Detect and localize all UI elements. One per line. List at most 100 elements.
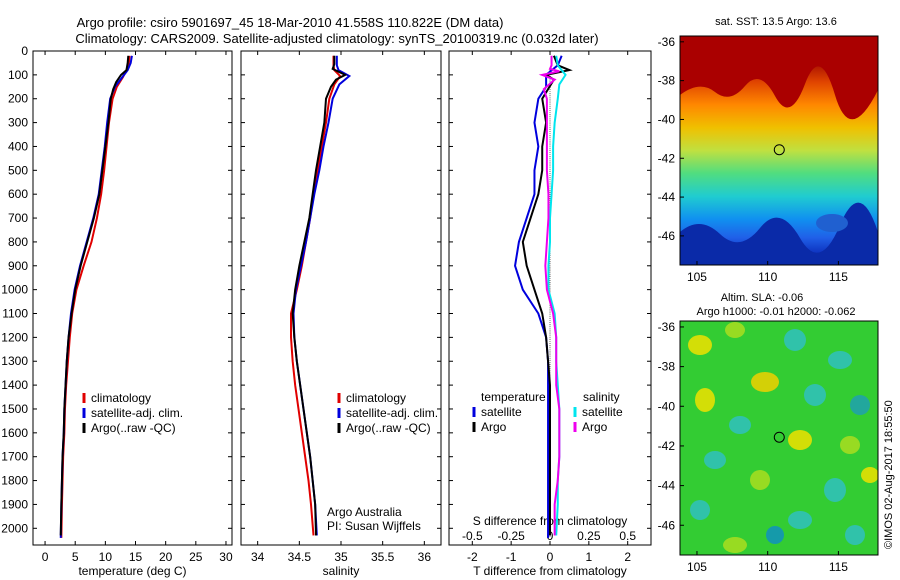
top-tick-label: 0.25 bbox=[577, 529, 601, 543]
header-line1: Argo profile: csiro 5901697_45 18-Mar-20… bbox=[77, 15, 504, 30]
legend-title-temperature: temperature bbox=[481, 390, 546, 404]
legend-entry: satellite-adj. clim. bbox=[346, 406, 438, 420]
x-tick-label: 30 bbox=[219, 550, 233, 564]
sla-anomaly-blob bbox=[804, 384, 826, 406]
panel-frame bbox=[240, 50, 442, 546]
x-tick-label: 10 bbox=[99, 550, 113, 564]
sst-argo-marker bbox=[773, 144, 785, 156]
legend-entry: Argo(..raw -QC) bbox=[91, 421, 176, 435]
depth-tick-label: 1200 bbox=[1, 330, 28, 344]
sla-map: Altim. SLA: -0.06 Argo h1000: -0.01 h200… bbox=[658, 292, 879, 574]
legend-entry: satellite bbox=[582, 405, 623, 419]
copyright-stamp: ©IMOS 02-Aug-2017 18:55:50 bbox=[883, 400, 895, 549]
top-tick-label: 0 bbox=[547, 529, 554, 543]
x-tick-label: 34.5 bbox=[288, 550, 312, 564]
legend-title-salinity: salinity bbox=[583, 390, 620, 404]
x-tick-label: -1 bbox=[506, 550, 517, 564]
sla-anomaly-blob bbox=[690, 500, 710, 520]
series-line-s-satellite bbox=[547, 55, 567, 536]
legend-entry: satellite-adj. clim. bbox=[91, 406, 183, 420]
sla-anomaly-blob bbox=[824, 478, 846, 502]
x-axis-label: temperature (deg C) bbox=[78, 564, 186, 578]
series-line-argo-raw-qc- bbox=[291, 55, 348, 536]
series-line-s-argo bbox=[538, 55, 561, 536]
sst-cold-pool bbox=[680, 202, 878, 265]
map-y-tick-label: -42 bbox=[658, 439, 676, 453]
x-tick-label: 36 bbox=[418, 550, 432, 564]
depth-tick-label: 900 bbox=[8, 259, 28, 273]
sla-map-title-line1: Altim. SLA: -0.06 bbox=[721, 292, 804, 304]
sla-anomaly-blob bbox=[725, 322, 745, 338]
series-line-t-satellite bbox=[514, 55, 563, 538]
map-y-tick-label: -38 bbox=[658, 360, 676, 374]
sla-anomaly-blob bbox=[828, 351, 852, 369]
map-y-tick-label: -42 bbox=[658, 151, 676, 165]
map-y-tick-label: -46 bbox=[658, 229, 676, 243]
depth-tick-label: 200 bbox=[8, 92, 28, 106]
sla-map-title-line2: Argo h1000: -0.01 h2000: -0.062 bbox=[696, 306, 855, 318]
x-tick-label: 0 bbox=[547, 550, 554, 564]
sla-anomaly-blob bbox=[850, 395, 870, 415]
x-tick-label: 5 bbox=[72, 550, 79, 564]
profile-panel-salinity: 34 34.5 35 35.5 36 salinity climatologysatelli… bbox=[240, 50, 442, 578]
sla-argo-marker bbox=[773, 431, 785, 443]
x-tick-label: 34 bbox=[251, 550, 265, 564]
sst-warm-front bbox=[680, 36, 878, 120]
legend-entry: Argo(..raw -QC) bbox=[346, 421, 431, 435]
map-x-tick-label: 105 bbox=[687, 560, 707, 574]
profile-panel-temperature: 0100200300400500600700800900100011001200… bbox=[1, 44, 233, 578]
annotation-line: Argo Australia bbox=[327, 505, 402, 519]
depth-tick-label: 100 bbox=[8, 68, 28, 82]
depth-tick-label: 600 bbox=[8, 187, 28, 201]
depth-tick-label: 2000 bbox=[1, 521, 28, 535]
x-tick-label: -2 bbox=[467, 550, 478, 564]
depth-tick-label: 500 bbox=[8, 163, 28, 177]
depth-tick-label: 400 bbox=[8, 139, 28, 153]
x-axis-label: T difference from climatology bbox=[473, 564, 627, 578]
depth-tick-label: 800 bbox=[8, 235, 28, 249]
depth-tick-label: 700 bbox=[8, 211, 28, 225]
depth-tick-label: 1500 bbox=[1, 402, 28, 416]
map-y-tick-label: -44 bbox=[658, 479, 676, 493]
sla-anomaly-blob bbox=[861, 467, 878, 483]
depth-tick-label: 1100 bbox=[2, 307, 28, 321]
sla-anomaly-blob bbox=[750, 470, 770, 490]
sla-anomaly-blob bbox=[840, 436, 860, 454]
map-x-tick-label: 115 bbox=[829, 560, 848, 574]
sla-map-frame bbox=[679, 320, 879, 556]
sla-anomaly-blob bbox=[788, 430, 812, 450]
sla-anomaly-blob bbox=[695, 388, 715, 412]
sla-anomaly-blob bbox=[723, 537, 747, 553]
top-tick-label: 0.5 bbox=[619, 529, 636, 543]
map-x-tick-label: 110 bbox=[758, 270, 777, 284]
sst-eddy bbox=[816, 214, 848, 232]
legend-entry: climatology bbox=[346, 391, 406, 405]
map-y-tick-label: -38 bbox=[658, 74, 676, 88]
sst-map-frame bbox=[679, 35, 879, 266]
x-tick-label: 1 bbox=[586, 550, 593, 564]
legend-entry: Argo bbox=[481, 420, 507, 434]
x-tick-label: 25 bbox=[189, 550, 203, 564]
x-tick-label: 35.5 bbox=[371, 550, 395, 564]
series-line-argo-raw-qc- bbox=[59, 55, 130, 536]
depth-tick-label: 1400 bbox=[1, 378, 28, 392]
panel-frame bbox=[32, 50, 233, 546]
x-axis-label: salinity bbox=[323, 564, 360, 578]
sla-anomaly-blob bbox=[784, 329, 806, 351]
legend-entry: satellite bbox=[481, 405, 522, 419]
sla-anomaly-blob bbox=[751, 372, 779, 392]
depth-tick-label: 1900 bbox=[1, 497, 28, 511]
x-tick-label: 0 bbox=[42, 550, 49, 564]
series-line-satellite-adj-clim- bbox=[59, 55, 133, 538]
depth-tick-label: 1700 bbox=[1, 450, 28, 464]
sst-map: sat. SST: 13.5 Argo: 13.6 105 110 115 -36 -3… bbox=[658, 16, 879, 284]
x-tick-label: 20 bbox=[159, 550, 173, 564]
map-x-tick-label: 115 bbox=[829, 270, 848, 284]
sla-anomaly-blob bbox=[788, 511, 812, 529]
x-tick-label: 15 bbox=[129, 550, 143, 564]
sla-anomaly-blob bbox=[729, 416, 751, 434]
top-tick-label: -0.25 bbox=[497, 529, 525, 543]
map-y-tick-label: -36 bbox=[658, 35, 676, 49]
